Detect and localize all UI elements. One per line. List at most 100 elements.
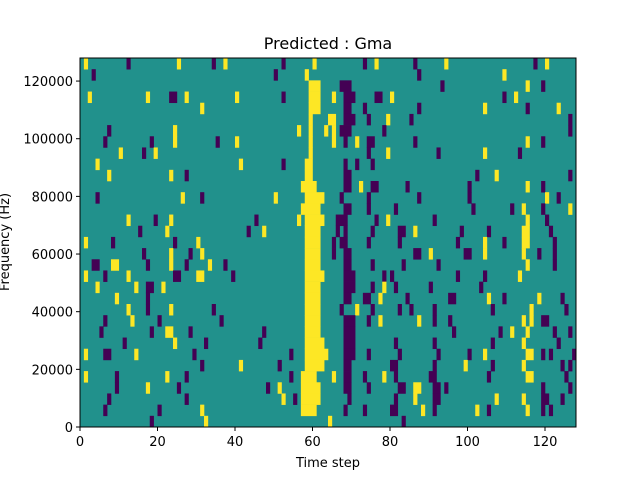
heatmap-cell-low xyxy=(548,225,554,238)
heatmap-cell-low xyxy=(483,270,488,282)
heatmap-cell-high xyxy=(134,281,139,294)
heatmap-cell-low xyxy=(374,91,383,104)
heatmap-cell-low xyxy=(417,102,422,115)
heatmap-cell-low xyxy=(211,304,216,316)
heatmap-cell-low xyxy=(145,259,151,271)
heatmap-cell-low xyxy=(572,348,577,361)
heatmap-cell-high xyxy=(378,292,383,305)
heatmap-cell-low xyxy=(436,259,441,271)
heatmap-cell-high xyxy=(308,125,313,137)
heatmap-cell-low xyxy=(432,382,441,394)
heatmap-cell-low xyxy=(401,259,406,271)
heatmap-cell-low xyxy=(409,304,414,316)
heatmap-cell-low xyxy=(560,393,565,405)
heatmap-cell-low xyxy=(552,248,557,260)
x-tick-label: 20 xyxy=(149,435,166,450)
heatmap-cell-high xyxy=(126,214,131,227)
heatmap-cell-low xyxy=(517,147,523,159)
heatmap-cell-high xyxy=(235,136,240,148)
heatmap-cell-low xyxy=(107,125,112,137)
heatmap-cell-low xyxy=(293,393,298,405)
heatmap-cell-high xyxy=(304,158,313,171)
heatmap-cell-low xyxy=(556,192,561,204)
y-axis: 0 20000 40000 60000 80000 100000 120000 xyxy=(23,75,80,436)
heatmap-cell-high xyxy=(510,326,515,338)
heatmap-cell-low xyxy=(393,281,399,294)
heatmap-cell-low xyxy=(157,404,162,417)
heatmap-cell-low xyxy=(397,236,402,249)
heatmap-cell-low xyxy=(362,58,368,70)
heatmap-cell-high xyxy=(525,136,530,148)
heatmap-cell-low xyxy=(560,292,565,305)
heatmap-cell-low xyxy=(184,393,189,405)
heatmap-cell-low xyxy=(153,214,158,227)
heatmap-cell-high xyxy=(173,337,178,350)
heatmap-cell-high xyxy=(304,259,321,271)
heatmap-cell-low xyxy=(281,158,286,171)
heatmap-cell-high xyxy=(355,136,360,148)
heatmap-cell-low xyxy=(192,348,197,361)
heatmap-cell-high xyxy=(545,192,550,204)
heatmap-cell-high xyxy=(521,225,530,238)
heatmap-cell-high xyxy=(312,58,317,70)
heatmap-cell-high xyxy=(331,371,337,383)
heatmap-cell-low xyxy=(366,382,371,394)
heatmap-cell-high xyxy=(475,404,480,417)
heatmap-cell-high xyxy=(169,304,174,316)
heatmap-cell-low xyxy=(432,404,437,417)
heatmap-cell-low xyxy=(432,315,437,327)
heatmap-cell-high xyxy=(304,69,309,81)
heatmap-cell-high xyxy=(304,315,321,327)
heatmap-cell-high xyxy=(145,382,151,394)
heatmap-cell-high xyxy=(165,225,170,238)
heatmap-cell-high xyxy=(304,270,325,282)
heatmap-cell-low xyxy=(231,270,236,282)
heatmap-cell-low xyxy=(370,225,375,238)
heatmap-cell-low xyxy=(176,382,182,394)
heatmap-cell-high xyxy=(304,169,313,182)
heatmap-cell-low xyxy=(444,382,449,394)
heatmap-cell-low xyxy=(452,326,457,338)
heatmap-cell-high xyxy=(308,80,321,92)
heatmap-cell-low xyxy=(463,248,472,260)
x-tick-label: 0 xyxy=(76,435,84,450)
heatmap-cell-high xyxy=(238,359,244,372)
heatmap-cell-low xyxy=(545,214,550,227)
heatmap-cell-high xyxy=(382,371,387,383)
heatmap-cell-high xyxy=(525,181,530,193)
heatmap-cell-low xyxy=(432,359,437,372)
heatmap-cell-low xyxy=(467,181,472,193)
heatmap-cell-low xyxy=(475,169,480,182)
heatmap-cell-high xyxy=(235,91,240,104)
heatmap-cell-high xyxy=(304,248,321,260)
heatmap-cell-low xyxy=(262,326,267,338)
heatmap-cell-high xyxy=(328,113,337,126)
heatmap-cell-high xyxy=(196,270,205,282)
heatmap-cell-low xyxy=(343,248,352,260)
y-axis-label: Frequency (Hz) xyxy=(0,193,13,291)
heatmap-cell-high xyxy=(328,415,333,428)
heatmap-cell-high xyxy=(525,259,530,271)
heatmap-cell-high xyxy=(83,348,89,361)
heatmap-cell-low xyxy=(204,337,209,350)
heatmap-cell-high xyxy=(444,58,449,70)
heatmap-cell-low xyxy=(169,91,178,104)
heatmap-cell-low xyxy=(455,270,461,282)
heatmap-cell-low xyxy=(525,102,530,115)
heatmap-cell-low xyxy=(343,281,356,294)
heatmap-cell-high xyxy=(83,371,89,383)
heatmap-cell-high xyxy=(355,304,360,316)
heatmap-cell-high xyxy=(200,404,205,417)
heatmap-cell-low xyxy=(258,337,263,350)
heatmap-cell-low xyxy=(362,371,368,383)
heatmap-cell-low xyxy=(103,315,108,327)
heatmap-cell-high xyxy=(161,281,166,294)
heatmap-cell-low xyxy=(145,292,151,305)
heatmap-cell-low xyxy=(331,248,337,260)
heatmap-cell-low xyxy=(541,315,550,327)
heatmap-cell-high xyxy=(200,248,205,260)
heatmap-cell-low xyxy=(339,125,352,137)
heatmap-cell-high xyxy=(304,326,321,338)
heatmap-cell-low xyxy=(184,259,189,271)
heatmap-cell-high xyxy=(494,169,499,182)
